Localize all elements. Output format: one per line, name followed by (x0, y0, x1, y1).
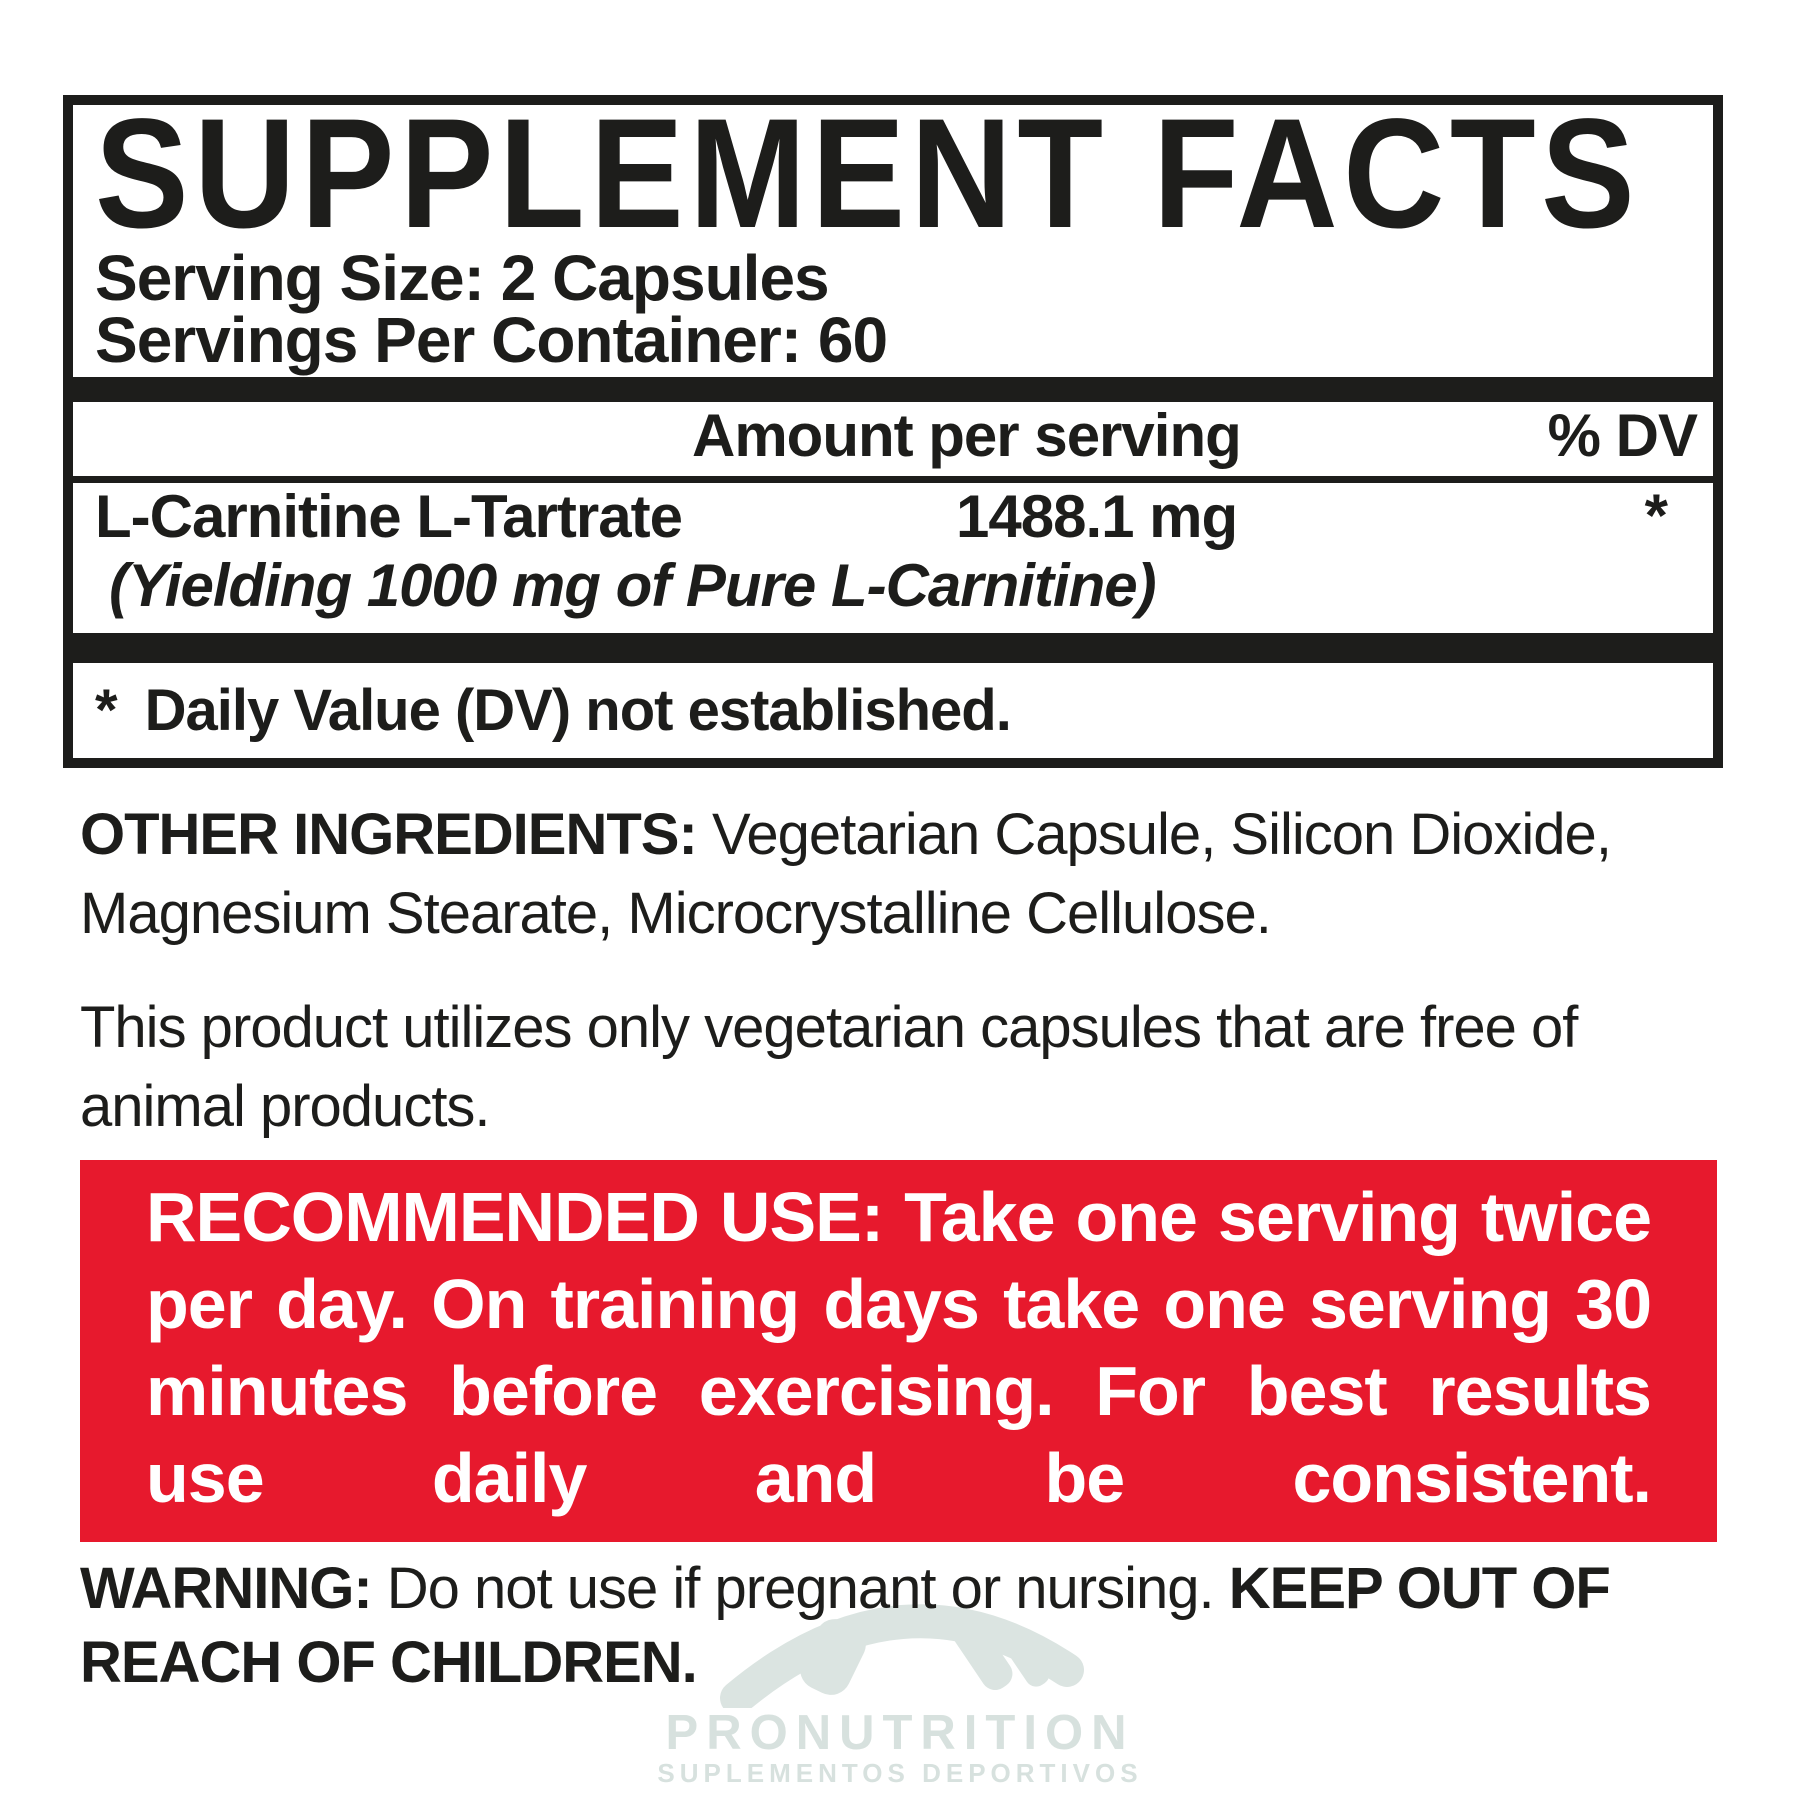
ingredient-name: L-Carnitine L-Tartrate (95, 483, 683, 550)
ingredient-yield-note: (Yielding 1000 mg of Pure L-Carnitine) (109, 552, 1157, 619)
divider-thin (73, 476, 1713, 483)
footnote-asterisk: * (95, 678, 118, 743)
watermark-tagline: SUPLEMENTOS DEPORTIVOS (657, 1758, 1143, 1788)
divider-thick-top (73, 377, 1713, 402)
supplement-facts-panel: SUPPLEMENT FACTS Serving Size: 2 Capsule… (63, 95, 1723, 768)
footnote-text: Daily Value (DV) not established. (144, 678, 1012, 743)
recommended-use-box: RECOMMENDED USE: Take one serving twice … (80, 1160, 1717, 1542)
dumbbell-logo-icon (720, 1604, 1084, 1708)
recommended-use-label: RECOMMENDED USE: (146, 1178, 884, 1256)
servings-per-container: Servings Per Container: 60 (95, 304, 888, 376)
amount-column-header: Amount per serving (692, 402, 1242, 469)
dv-footnote: * Daily Value (DV) not established. (73, 663, 1713, 744)
warning-label: WARNING: (80, 1556, 373, 1621)
warning-text: Do not use if pregnant or nursing. (386, 1556, 1215, 1621)
watermark-brand: PRONUTRITION (665, 1706, 1135, 1760)
other-ingredients-label: OTHER INGREDIENTS: (80, 802, 698, 867)
recommended-use-paragraph: RECOMMENDED USE: Take one serving twice … (146, 1174, 1652, 1522)
other-ingredients: OTHER INGREDIENTS: Vegetarian Capsule, S… (80, 795, 1725, 953)
warning: WARNING: Do not use if pregnant or nursi… (80, 1552, 1640, 1700)
dv-column-header: % DV (1547, 402, 1698, 469)
supplement-facts-title: SUPPLEMENT FACTS (95, 87, 1641, 261)
ingredient-row: L-Carnitine L-Tartrate 1488.1 mg * (73, 482, 1713, 555)
recommended-use-text: Take one serving twice per day. On train… (146, 1178, 1652, 1517)
ingredient-amount: 1488.1 mg (956, 483, 1238, 550)
column-header-row: Amount per serving % DV (73, 402, 1713, 476)
ingredient-dv-asterisk: * (1644, 482, 1668, 549)
warning-emphasis: KEEP OUT OF REACH OF CHILDREN. (80, 1556, 1611, 1695)
divider-thick-bottom (73, 633, 1713, 663)
other-ingredients-text: Vegetarian Capsule, Silicon Dioxide, Mag… (80, 802, 1612, 946)
serving-size: Serving Size: 2 Capsules (95, 242, 830, 314)
vegetarian-note: This product utilizes only vegetarian ca… (80, 995, 1578, 1139)
